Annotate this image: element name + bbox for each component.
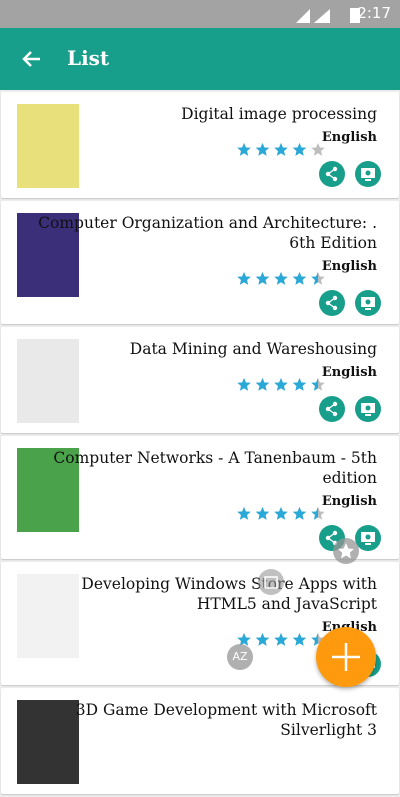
sort-fab[interactable]: AZ xyxy=(227,644,253,670)
rating-stars xyxy=(237,272,325,285)
download-button[interactable] xyxy=(355,161,381,187)
book-language: English xyxy=(321,259,377,274)
star-filled xyxy=(311,633,318,646)
book-cover xyxy=(17,574,79,658)
book-card[interactable]: Computer Networks - A Tanenbaum - 5th ed… xyxy=(1,436,399,559)
star-filled xyxy=(255,507,270,520)
book-title: Computer Organization and Architecture: … xyxy=(38,214,377,252)
book-cover xyxy=(17,448,79,532)
book-language: English xyxy=(321,494,377,509)
rating xyxy=(21,270,377,288)
download-button[interactable] xyxy=(355,290,381,316)
book-language: English xyxy=(321,365,377,380)
star-filled xyxy=(255,272,270,285)
star-filled xyxy=(274,272,288,285)
rating-stars xyxy=(237,633,325,646)
add-fab[interactable] xyxy=(316,627,376,687)
star-filled xyxy=(292,507,307,520)
share-button[interactable] xyxy=(319,396,345,422)
actions xyxy=(21,161,381,187)
book-title: Digital image processing xyxy=(181,105,377,123)
star-filled xyxy=(292,143,307,156)
star-filled xyxy=(255,633,270,646)
rating xyxy=(21,141,377,159)
book-card[interactable]: Data Mining and Wareshousing English xyxy=(1,327,399,433)
star-filled xyxy=(274,507,288,520)
app-title: List xyxy=(67,46,110,70)
actions xyxy=(21,290,381,316)
book-title: Computer Networks - A Tanenbaum - 5th ed… xyxy=(53,449,377,487)
book-card[interactable]: 3D Game Development with Microsoft Silve… xyxy=(1,688,399,794)
book-title: Data Mining and Wareshousing xyxy=(129,340,377,358)
star-filled xyxy=(274,633,288,646)
share-button[interactable] xyxy=(319,161,345,187)
book-language: English xyxy=(321,130,377,145)
date-fab[interactable] xyxy=(258,569,284,595)
star-filled xyxy=(255,143,270,156)
star-filled xyxy=(237,633,251,646)
back-button[interactable] xyxy=(20,47,44,71)
star-filled xyxy=(311,272,318,285)
rating-stars xyxy=(237,378,325,391)
book-title: Developing Windows Store Apps with HTML5… xyxy=(81,575,377,613)
star-filled xyxy=(237,378,251,391)
book-card[interactable]: Digital image processing English xyxy=(1,92,399,198)
star-empty xyxy=(311,143,325,156)
download-button[interactable] xyxy=(355,525,381,551)
star-filled xyxy=(237,143,251,156)
book-card[interactable]: Computer Organization and Architecture: … xyxy=(1,201,399,324)
star-filled xyxy=(292,378,307,391)
book-cover xyxy=(17,104,79,188)
book-cover xyxy=(17,339,79,423)
favorite-fab[interactable] xyxy=(333,538,359,564)
status-icons xyxy=(296,8,360,23)
star-filled xyxy=(255,378,270,391)
star-filled xyxy=(274,378,288,391)
download-button[interactable] xyxy=(355,396,381,422)
star-filled xyxy=(237,272,251,285)
rating xyxy=(21,376,377,394)
star-filled xyxy=(311,378,318,391)
book-cover xyxy=(17,213,79,297)
app-bar: List xyxy=(0,28,400,90)
rating-stars xyxy=(237,507,325,520)
clock: 2:17 xyxy=(357,4,391,22)
status-bar: 2:17 xyxy=(0,0,400,28)
rating-stars xyxy=(237,143,325,156)
share-button[interactable] xyxy=(319,290,345,316)
star-filled xyxy=(311,507,318,520)
book-title: 3D Game Development with Microsoft Silve… xyxy=(75,701,377,739)
star-filled xyxy=(274,143,288,156)
book-card[interactable]: Developing Windows Store Apps with HTML5… xyxy=(1,562,399,685)
book-list: Digital image processing English Computer … xyxy=(0,92,400,797)
star-filled xyxy=(292,272,307,285)
actions xyxy=(21,396,381,422)
rating xyxy=(21,505,377,523)
star-filled xyxy=(237,507,251,520)
star-filled xyxy=(292,633,307,646)
